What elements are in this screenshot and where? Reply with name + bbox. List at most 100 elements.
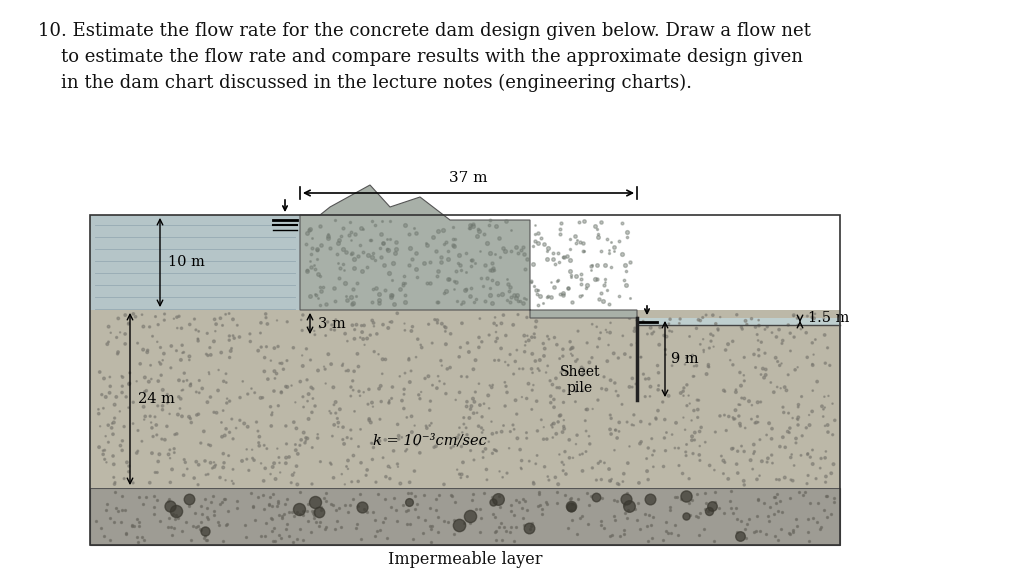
Point <box>516 331 532 340</box>
Point <box>134 310 151 319</box>
Point <box>410 512 426 521</box>
Point <box>452 388 468 397</box>
Point <box>348 292 365 301</box>
Point <box>604 530 621 539</box>
Point <box>475 282 492 291</box>
Point <box>451 258 467 268</box>
Point <box>658 428 675 437</box>
Point <box>254 490 270 500</box>
Point <box>385 259 401 268</box>
Point <box>197 531 213 540</box>
Point <box>514 392 530 402</box>
Point <box>340 464 356 473</box>
Point <box>707 497 723 507</box>
Point <box>742 455 759 465</box>
Point <box>415 528 431 538</box>
Point <box>353 266 370 275</box>
Point <box>96 445 113 455</box>
Point <box>292 525 308 534</box>
Point <box>367 255 383 265</box>
Point <box>319 234 336 243</box>
Point <box>725 336 741 346</box>
Point <box>812 463 828 473</box>
Point <box>602 318 618 328</box>
Point <box>517 337 534 346</box>
Point <box>716 386 732 395</box>
Point <box>800 471 816 480</box>
Point <box>298 344 314 353</box>
Point <box>675 413 691 422</box>
Point <box>367 515 383 525</box>
Text: 10. Estimate the flow rate for the concrete dam design given below. Draw a flow : 10. Estimate the flow rate for the concr… <box>38 22 811 40</box>
Point <box>733 381 750 391</box>
Point <box>178 517 195 526</box>
Point <box>753 338 769 347</box>
Point <box>713 451 729 461</box>
Point <box>437 326 454 336</box>
Point <box>193 526 209 535</box>
Point <box>130 447 146 456</box>
Point <box>555 345 571 354</box>
Point <box>306 514 323 523</box>
Point <box>737 316 754 325</box>
Point <box>725 360 741 370</box>
Point <box>629 315 645 325</box>
Point <box>451 251 467 260</box>
Point <box>471 227 487 236</box>
Point <box>91 442 108 452</box>
Point <box>331 504 347 513</box>
Point <box>563 502 580 511</box>
Point <box>265 524 282 533</box>
Point <box>642 323 658 332</box>
Point <box>407 491 423 500</box>
Point <box>475 453 492 462</box>
Point <box>536 239 552 248</box>
Point <box>407 421 423 430</box>
Text: Sheet
pile: Sheet pile <box>560 365 600 395</box>
Point <box>106 479 123 489</box>
Point <box>231 332 248 342</box>
Point <box>430 298 446 307</box>
Point <box>256 441 272 450</box>
Point <box>731 412 748 421</box>
Point <box>591 334 607 343</box>
Point <box>563 499 580 508</box>
Point <box>93 390 110 399</box>
Point <box>150 320 166 329</box>
Point <box>670 531 686 540</box>
Point <box>293 315 309 325</box>
Point <box>299 506 315 515</box>
Point <box>700 507 717 516</box>
Point <box>552 410 568 420</box>
Point <box>644 533 660 543</box>
Point <box>488 428 505 437</box>
Point <box>396 389 413 399</box>
Point <box>401 519 418 528</box>
Point <box>428 505 444 515</box>
Point <box>551 383 567 392</box>
Point <box>358 262 375 272</box>
Point <box>453 300 469 309</box>
Point <box>329 516 345 525</box>
Point <box>770 506 786 515</box>
Point <box>574 449 591 459</box>
Point <box>266 459 283 468</box>
Point <box>408 504 424 514</box>
Point <box>571 291 588 300</box>
Point <box>637 374 653 384</box>
Point <box>283 478 299 487</box>
Point <box>503 500 519 510</box>
Point <box>480 391 497 400</box>
Point <box>498 216 514 225</box>
Point <box>422 406 438 415</box>
Point <box>295 392 311 402</box>
Point <box>548 429 564 438</box>
Point <box>162 477 178 487</box>
Point <box>584 310 600 319</box>
Point <box>400 354 417 363</box>
Point <box>528 317 545 326</box>
Point <box>143 418 160 427</box>
Point <box>375 453 391 462</box>
Point <box>216 458 232 468</box>
Point <box>359 334 376 343</box>
